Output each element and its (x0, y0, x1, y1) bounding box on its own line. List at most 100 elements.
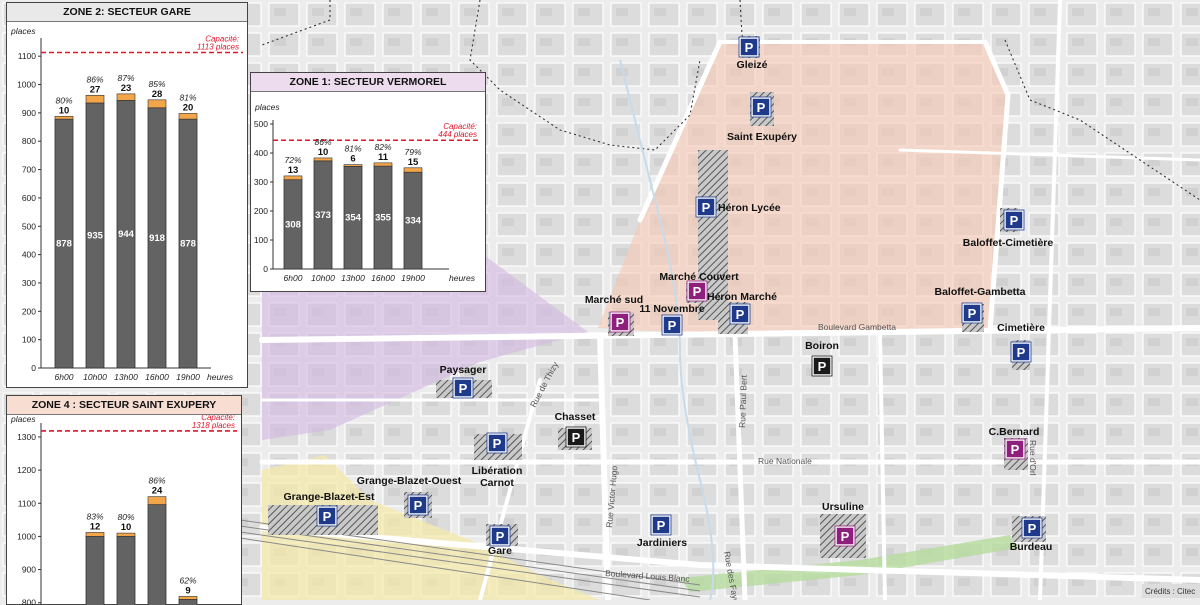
bar-value-label: 878 (180, 239, 196, 250)
occupancy-label: 79% (404, 147, 421, 157)
bar-extra-label: 10 (121, 522, 132, 533)
parking-march-sud[interactable]: P Marché sud (585, 294, 643, 336)
parking-grange-blazet-ouest[interactable]: P Grange-Blazet-Ouest (357, 475, 462, 518)
parking-boiron[interactable]: P Boiron (805, 340, 839, 377)
y-tick-label: 200 (254, 206, 268, 216)
bar-value-label: 355 (375, 213, 392, 224)
x-tick-label: 16h00 (145, 372, 169, 382)
y-axis-label: places (254, 102, 280, 112)
parking-icon: P (961, 302, 983, 324)
bar-extra (373, 162, 393, 167)
parking-icon: P (486, 432, 508, 454)
parking-label: Baloffet-Cimetière (963, 237, 1054, 249)
y-axis-label: places (10, 415, 36, 424)
bar-extra-label: 6 (350, 154, 355, 165)
svg-text:P: P (496, 529, 505, 544)
parking-icon: P (695, 196, 717, 218)
x-tick-label: 13h00 (341, 273, 365, 283)
parking-icon: P (729, 303, 751, 325)
occupancy-label: 87% (117, 73, 134, 83)
parking-paysager[interactable]: P Paysager (436, 364, 492, 399)
parking-baloffet-gambetta[interactable]: P Baloffet-Gambetta (934, 286, 1026, 332)
occupancy-label: 83% (86, 511, 103, 521)
parking-label: Marché Couvert (659, 271, 739, 283)
capacity-label: 444 places (438, 130, 477, 139)
parking-label: Grange-Blazet-Est (283, 491, 375, 503)
svg-text:P: P (1011, 442, 1020, 457)
svg-text:P: P (414, 498, 423, 513)
occupancy-label: 85% (148, 79, 165, 89)
parking-icon: P (1021, 517, 1043, 539)
x-tick-label: 16h00 (371, 273, 395, 283)
parking-chasset[interactable]: P Chasset (555, 411, 596, 450)
y-tick-label: 0 (31, 363, 36, 373)
occupancy-label: 82% (374, 142, 391, 152)
y-tick-label: 700 (22, 165, 36, 175)
bar-value-label: 878 (56, 239, 72, 250)
y-tick-label: 900 (22, 565, 36, 575)
bar-extra (403, 167, 423, 173)
bar-extra (313, 157, 333, 162)
y-tick-label: 400 (254, 148, 268, 158)
parking-gleiz-[interactable]: P Gleizé (737, 36, 768, 71)
y-tick-label: 100 (22, 335, 36, 345)
parking-icon: P (811, 355, 833, 377)
parking-label: Cimetière (997, 322, 1045, 334)
capacity-label: 1318 places (192, 421, 235, 430)
zone-4-chart-panel: ZONE 4 : SECTEUR SAINT EXUPERY 800 900 100… (6, 395, 242, 605)
bar-extra-label: 24 (152, 486, 163, 497)
parking-label: Saint Exupéry (727, 131, 797, 143)
bar-extra (147, 496, 167, 505)
y-tick-label: 500 (254, 119, 268, 129)
y-tick-label: 600 (22, 193, 36, 203)
parking-label: Paysager (440, 364, 487, 376)
parking-icon: P (686, 280, 708, 302)
y-tick-label: 800 (22, 598, 36, 605)
parking-icon: P (1010, 341, 1032, 363)
parking-label: Carnot (480, 477, 514, 489)
parking-11-novembre[interactable]: P 11 Novembre (639, 303, 705, 336)
svg-text:P: P (616, 315, 625, 330)
parking-burdeau[interactable]: P Burdeau (1010, 516, 1053, 553)
parking-c-bernard[interactable]: P C.Bernard (989, 426, 1040, 470)
street-label: Rue d'Orl (1028, 440, 1038, 476)
bar-value-label: 944 (118, 229, 135, 240)
parking-icon: P (452, 377, 474, 399)
parking-icon: P (489, 525, 511, 547)
occupancy-label: 62% (179, 575, 196, 585)
bar-value-label: 918 (149, 233, 165, 244)
bar-extra (178, 113, 198, 120)
occupancy-label: 81% (344, 144, 361, 154)
occupancy-label: 86% (314, 137, 331, 147)
parking-label: Boiron (805, 340, 839, 352)
x-tick-label: 6h00 (284, 273, 303, 283)
occupancy-label: 72% (284, 155, 301, 165)
zone-4-chart: 800 900 1000 1100 1200 1300 places Capacité:131… (10, 415, 237, 605)
parking-icon: P (565, 426, 587, 448)
parking-ursuline[interactable]: P Ursuline (820, 501, 866, 558)
parking-icon: P (316, 505, 338, 527)
y-tick-label: 900 (22, 108, 36, 118)
occupancy-label: 86% (86, 74, 103, 84)
zone-gare-overlay (262, 455, 600, 600)
parking-h-ron-march-[interactable]: P Héron Marché (707, 291, 777, 334)
parking-cimeti-re[interactable]: P Cimetière (997, 322, 1045, 370)
bar-value-label: 935 (87, 230, 104, 241)
parking-label: Gleizé (737, 59, 768, 71)
bar-extra-label: 11 (378, 152, 389, 163)
parking-jardiniers[interactable]: P Jardiniers (637, 514, 687, 549)
bar-occupied (85, 536, 105, 605)
y-tick-label: 200 (22, 306, 36, 316)
parking-baloffet-cimeti-re[interactable]: P Baloffet-Cimetière (963, 208, 1054, 249)
zone-2-chart-title: ZONE 2: SECTEUR GARE (7, 3, 247, 22)
parking-grange-blazet-est[interactable]: P Grange-Blazet-Est (268, 491, 378, 535)
svg-text:P: P (1028, 521, 1037, 536)
bar-occupied (147, 504, 167, 605)
bar-extra-label: 13 (288, 165, 299, 176)
bar-extra (283, 175, 303, 180)
parking-saint-exup-ry[interactable]: P Saint Exupéry (727, 92, 797, 143)
bar-extra-label: 23 (121, 83, 132, 94)
